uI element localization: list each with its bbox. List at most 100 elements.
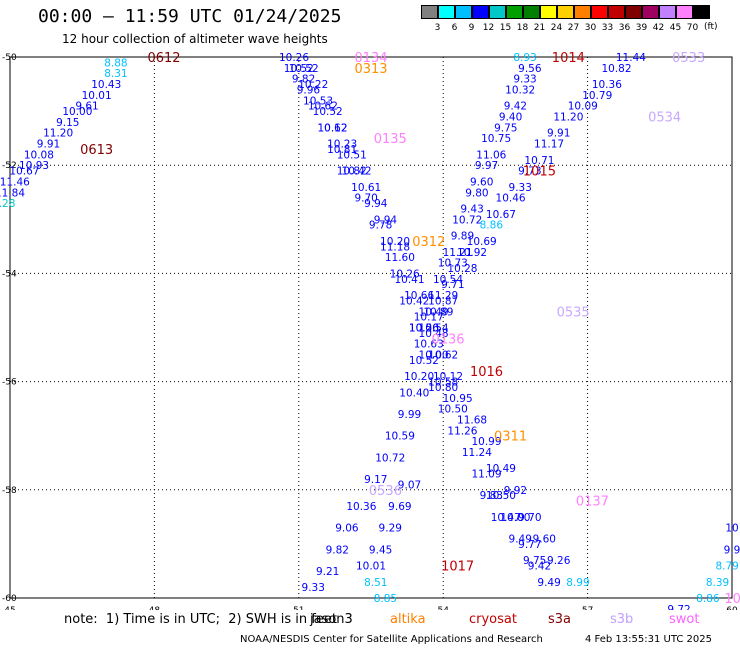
wave-height-value: 11.24	[462, 447, 492, 459]
wave-height-value: 11.18	[380, 241, 410, 253]
wave-height-value: 11.09	[471, 469, 501, 481]
color-scale-swatch	[676, 5, 693, 19]
wave-height-value: 9.56	[518, 63, 542, 75]
color-scale-label: 12	[482, 23, 495, 33]
y-tick-label: -60	[2, 594, 17, 604]
wave-height-value: 10.52	[289, 63, 319, 75]
wave-height-value: 9.06	[335, 523, 359, 535]
wave-height-value: 10.20	[409, 323, 439, 335]
wave-height-value: 9.42	[504, 101, 527, 113]
wave-height-value: 9.77	[518, 539, 541, 551]
wave-height-value: 10.20	[404, 371, 434, 383]
wave-height-value: 8.39	[706, 577, 729, 589]
wave-height-value: 10.73	[438, 258, 468, 270]
wave-height-value: 9.07	[398, 479, 421, 491]
wave-height-value: 11.06	[476, 149, 506, 161]
wave-height-value: 10.23	[327, 139, 357, 151]
color-scale-swatch	[472, 5, 489, 19]
wave-height-value: 9.61	[75, 101, 98, 113]
wave-height-value: 9.9	[724, 544, 740, 556]
color-scale-swatch	[642, 5, 659, 19]
wave-height-value: 10.50	[438, 404, 468, 416]
color-scale-swatch	[557, 5, 574, 19]
generation-timestamp: 4 Feb 13:55:31 UTC 2025	[585, 634, 712, 645]
wave-height-value: 10.32	[505, 84, 535, 96]
chart-title: 00:00 – 11:59 UTC 01/24/2025	[38, 6, 342, 27]
wave-height-value: 10.62	[317, 122, 347, 134]
wave-height-value: 9.26	[547, 555, 571, 567]
y-tick-label: -54	[2, 269, 17, 279]
wave-height-value: 10.41	[394, 274, 424, 286]
color-scale-label: 18	[516, 23, 529, 33]
color-scale-swatch	[693, 5, 710, 19]
y-tick-label: -52	[2, 161, 17, 171]
wave-height-value: 8.86	[480, 220, 504, 232]
pass-id-label: 1015	[523, 165, 556, 180]
satellite-legend-cryosat: cryosat	[469, 612, 517, 627]
wave-height-value: 9.49	[509, 533, 532, 545]
wave-height-value: 9.82	[292, 74, 315, 86]
wave-height-value: 10.46	[496, 193, 526, 205]
chart-subtitle: 12 hour collection of altimeter wave hei…	[62, 32, 328, 46]
color-scale-swatch	[523, 5, 540, 19]
color-scale-label: 70	[686, 23, 699, 33]
wave-height-value: 10.66	[404, 290, 434, 302]
pass-id-label: 0312	[412, 235, 445, 250]
color-scale-swatch	[625, 5, 642, 19]
wave-height-value: 8.93	[513, 52, 536, 64]
wave-height-value: 10.52	[313, 106, 343, 118]
credit-line: NOAA/NESDIS Center for Satellite Applica…	[240, 634, 543, 645]
color-scale-label: 36	[618, 23, 631, 33]
wave-height-value: 10.89	[423, 306, 453, 318]
wave-height-value: 9.92	[504, 485, 527, 497]
wave-height-value: 9.78	[369, 220, 392, 232]
wave-height-value: 10.58	[428, 377, 458, 389]
wave-height-value: 9.94	[374, 214, 398, 226]
wave-height-value: 8.99	[566, 577, 589, 589]
color-scale-unit: (ft)	[704, 22, 718, 32]
color-scale-label: 42	[652, 23, 665, 33]
wave-height-value: 10.43	[91, 79, 121, 91]
wave-height-value: 9.70	[354, 193, 377, 205]
wave-height-value: 10.82	[337, 166, 367, 178]
wave-height-map: 454851545760-50-52-54-56-58-608.888.3110…	[0, 51, 740, 610]
wave-height-value: 9.33	[513, 74, 536, 86]
wave-height-value: 9.91	[37, 139, 60, 151]
wave-height-value: 10.28	[447, 263, 477, 275]
wave-height-value: 9.75	[494, 122, 517, 134]
wave-height-value: 9.72	[667, 604, 690, 610]
wave-height-value: 10.01	[82, 90, 112, 102]
wave-height-value: 9.45	[369, 544, 392, 556]
wave-height-value: 12.28	[0, 198, 15, 210]
wave-height-value: 9.42	[528, 561, 551, 573]
wave-height-value: 10.67	[486, 209, 516, 221]
color-scale-label: 3	[434, 23, 441, 33]
wave-height-value: 10.20	[380, 236, 410, 248]
wave-height-value: 11.20	[553, 112, 583, 124]
wave-height-value: 9.71	[441, 279, 464, 291]
color-scale-label: 27	[567, 23, 580, 33]
wave-height-value: 9.75	[523, 555, 546, 567]
wave-height-value: 10.80	[428, 382, 458, 394]
wave-height-value: 9.80	[465, 187, 488, 199]
wave-height-value: 10.26	[279, 52, 309, 64]
wave-height-value: 9.97	[475, 160, 498, 172]
wave-height-value: 9.33	[509, 182, 532, 194]
plot-frame	[9, 56, 733, 599]
wave-height-value: 11.60	[385, 252, 415, 264]
wave-height-value: 10.09	[568, 101, 598, 113]
pass-id-label: 102	[724, 592, 740, 607]
wave-height-value: 10.99	[471, 436, 501, 448]
footer-note: note: 1) Time is in UTC; 2) SWH is in fe…	[64, 612, 337, 627]
pass-id-label: 0534	[648, 111, 681, 126]
wave-height-value: 8.31	[104, 68, 127, 80]
satellite-legend-s3b: s3b	[610, 612, 634, 627]
wave-height-value: 9.40	[499, 112, 522, 124]
wave-height-value: 10.26	[390, 268, 420, 280]
wave-height-value: 10.71	[524, 155, 554, 167]
color-scale-label: 6	[451, 23, 458, 33]
wave-height-value: 10.22	[298, 79, 328, 91]
wave-height-value: 10.87	[428, 295, 458, 307]
wave-height-value: 9.83	[480, 490, 503, 502]
wave-height-value: 10.63	[414, 339, 444, 351]
